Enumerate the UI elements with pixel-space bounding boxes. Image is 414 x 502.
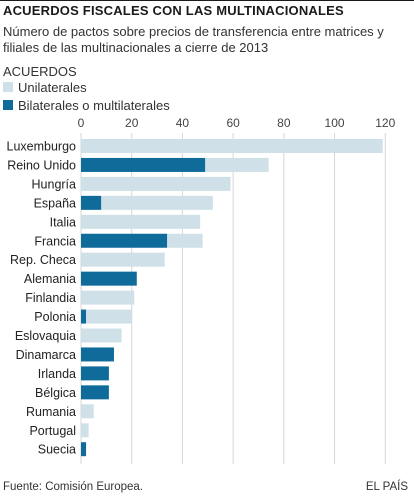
category-label: Bélgica [35, 386, 76, 400]
category-label: Luxemburgo [7, 140, 77, 154]
category-label: Suecia [38, 443, 76, 457]
bar-unilateral [101, 195, 213, 210]
bar-bilateral [81, 157, 206, 172]
top-rule [0, 0, 414, 1]
x-tick-label: 80 [277, 116, 291, 130]
bar-bilateral [81, 442, 87, 457]
category-label: Dinamarca [16, 348, 76, 362]
bar-bilateral [81, 309, 87, 324]
bar-unilateral [81, 290, 135, 305]
category-label: España [34, 196, 76, 210]
category-label: Eslovaquia [15, 329, 76, 343]
bar-unilateral [86, 309, 132, 324]
bar-chart: 0 20 40 60 80 100 120 Luxemburgo Reino Unido Hung… [7, 116, 396, 464]
category-label: Portugal [29, 424, 76, 438]
bar-bilateral [81, 195, 102, 210]
bar-bilateral [81, 366, 109, 381]
legend-label-unilaterales: Unilaterales [18, 79, 87, 95]
category-label: Reino Unido [7, 158, 76, 172]
category-label: Hungría [32, 177, 77, 191]
legend-swatch-bilaterales [3, 100, 13, 110]
category-label: Alemania [24, 272, 76, 286]
category-label: Irlanda [38, 367, 76, 381]
bar-bilateral [81, 271, 137, 286]
bar-unilateral [205, 157, 269, 172]
x-tick-label: 20 [125, 116, 139, 130]
chart-title: ACUERDOS FISCALES CON LAS MULTINACIONALE… [3, 3, 344, 18]
bar-unilateral [81, 404, 94, 419]
bar-unilateral [81, 423, 89, 438]
bar-unilateral [81, 252, 165, 267]
category-label: Finlandia [25, 291, 76, 305]
bar-unilateral [81, 176, 231, 191]
legend-item-unilaterales: Unilaterales [3, 79, 87, 95]
x-tick-label: 40 [176, 116, 190, 130]
bar-unilateral [81, 139, 383, 153]
legend-title: ACUERDOS [3, 64, 77, 79]
source-note: Fuente: Comisión Europea. [3, 481, 143, 493]
bar-bilateral [81, 233, 168, 248]
bar-unilateral [81, 214, 201, 229]
bar-unilateral [81, 328, 122, 343]
x-tick-label: 120 [375, 116, 395, 130]
legend-item-bilaterales: Bilaterales o multilaterales [3, 97, 170, 113]
bar-bilateral [81, 347, 114, 362]
chart-subtitle: Número de pactos sobre precios de transf… [3, 24, 384, 55]
category-label: Polonia [34, 310, 76, 324]
legend-swatch-unilaterales [3, 82, 13, 92]
category-label: Italia [50, 215, 76, 229]
x-tick-label: 100 [325, 116, 345, 130]
x-tick-label: 60 [226, 116, 240, 130]
x-tick-label: 0 [78, 116, 85, 130]
bar-unilateral [167, 233, 203, 248]
publisher-logo: EL PAÍS [365, 481, 408, 493]
category-label: Francia [34, 234, 76, 248]
bar-bilateral [81, 385, 109, 400]
legend-label-bilaterales: Bilaterales o multilaterales [18, 97, 170, 113]
category-label: Rumania [26, 405, 76, 419]
category-label: Rep. Checa [10, 253, 76, 267]
